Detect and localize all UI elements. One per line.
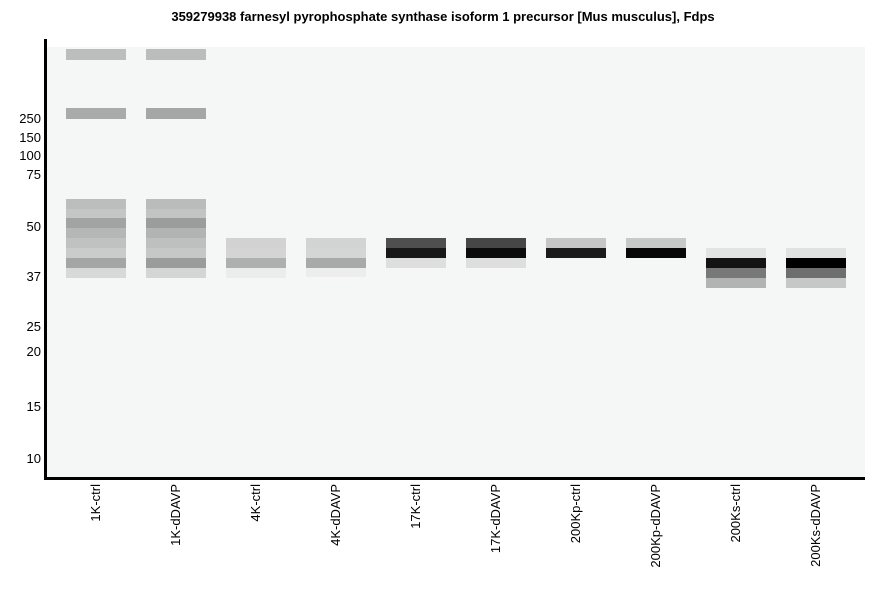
band: [626, 238, 686, 248]
x-label-200Kp-ctrl: 200Kp-ctrl: [568, 484, 584, 543]
band: [66, 218, 126, 228]
band: [306, 258, 366, 268]
band: [786, 258, 846, 268]
band: [146, 108, 206, 119]
band: [546, 248, 606, 258]
lane-200Ks-ctrl: [706, 0, 766, 595]
figure-title: 359279938 farnesyl pyrophosphate synthas…: [171, 9, 715, 24]
x-label-200Ks-dDAVP: 200Ks-dDAVP: [808, 484, 824, 567]
band: [66, 258, 126, 268]
y-tick-75: 75: [26, 167, 41, 182]
band: [706, 258, 766, 268]
x-label-text: 1K-dDAVP: [168, 484, 183, 546]
band: [66, 268, 126, 278]
band: [466, 248, 526, 258]
y-tick-37: 37: [26, 269, 41, 284]
x-label-200Kp-dDAVP: 200Kp-dDAVP: [648, 484, 664, 568]
band: [146, 209, 206, 218]
band: [786, 268, 846, 278]
x-label-text: 4K-dDAVP: [328, 484, 343, 546]
x-label-1K-dDAVP: 1K-dDAVP: [168, 484, 184, 546]
lane-200Kp-ctrl: [546, 0, 606, 595]
band: [706, 268, 766, 278]
lane-200Ks-dDAVP: [786, 0, 846, 595]
x-label-4K-dDAVP: 4K-dDAVP: [328, 484, 344, 546]
x-label-text: 200Kp-ctrl: [568, 484, 583, 544]
band: [226, 238, 286, 248]
lane-1K-ctrl: [66, 0, 126, 595]
band: [146, 258, 206, 268]
lane-4K-ctrl: [226, 0, 286, 595]
y-tick-100: 100: [19, 148, 41, 163]
y-tick-20: 20: [26, 344, 41, 359]
band: [66, 49, 126, 60]
y-tick-150: 150: [19, 130, 41, 145]
band: [386, 248, 446, 258]
band: [386, 258, 446, 268]
y-axis-line: [44, 39, 47, 480]
x-label-text: 17K-dDAVP: [488, 484, 503, 554]
x-label-17K-dDAVP: 17K-dDAVP: [488, 484, 504, 553]
x-label-text: 17K-ctrl: [408, 484, 423, 529]
lane-4K-dDAVP: [306, 0, 366, 595]
lane-17K-dDAVP: [466, 0, 526, 595]
band: [66, 248, 126, 258]
x-axis-line: [44, 477, 865, 480]
band: [466, 238, 526, 248]
band: [66, 108, 126, 119]
band: [226, 258, 286, 268]
x-label-200Ks-ctrl: 200Ks-ctrl: [728, 484, 744, 543]
lane-1K-dDAVP: [146, 0, 206, 595]
band: [146, 199, 206, 209]
band: [546, 238, 606, 248]
y-axis-tick-labels: 250 150 100 75 50 37 25 20 15 10: [0, 0, 41, 595]
lane-200Kp-dDAVP: [626, 0, 686, 595]
band: [146, 228, 206, 238]
y-tick-10: 10: [26, 451, 41, 466]
band: [66, 238, 126, 248]
band: [226, 248, 286, 258]
band: [226, 268, 286, 278]
band: [66, 209, 126, 218]
y-tick-25: 25: [26, 319, 41, 334]
lane-17K-ctrl: [386, 0, 446, 595]
x-label-text: 4K-ctrl: [248, 484, 263, 522]
x-label-17K-ctrl: 17K-ctrl: [408, 484, 424, 529]
band: [146, 268, 206, 278]
band: [306, 248, 366, 258]
band: [386, 238, 446, 248]
x-label-text: 200Kp-dDAVP: [648, 484, 663, 568]
band: [306, 238, 366, 248]
x-label-text: 200Ks-dDAVP: [808, 484, 823, 567]
band: [146, 49, 206, 60]
x-label-text: 1K-ctrl: [88, 484, 103, 522]
band: [306, 268, 366, 277]
x-label-text: 200Ks-ctrl: [728, 484, 743, 543]
band: [66, 228, 126, 238]
band: [786, 248, 846, 258]
x-label-1K-ctrl: 1K-ctrl: [88, 484, 104, 522]
x-label-4K-ctrl: 4K-ctrl: [248, 484, 264, 522]
band: [706, 278, 766, 288]
band: [786, 278, 846, 288]
y-tick-250: 250: [19, 111, 41, 126]
band: [66, 199, 126, 209]
band: [706, 248, 766, 258]
band: [146, 248, 206, 258]
y-tick-15: 15: [26, 399, 41, 414]
band: [466, 258, 526, 268]
band: [146, 238, 206, 248]
band: [626, 248, 686, 258]
y-tick-50: 50: [26, 219, 41, 234]
band: [146, 218, 206, 228]
